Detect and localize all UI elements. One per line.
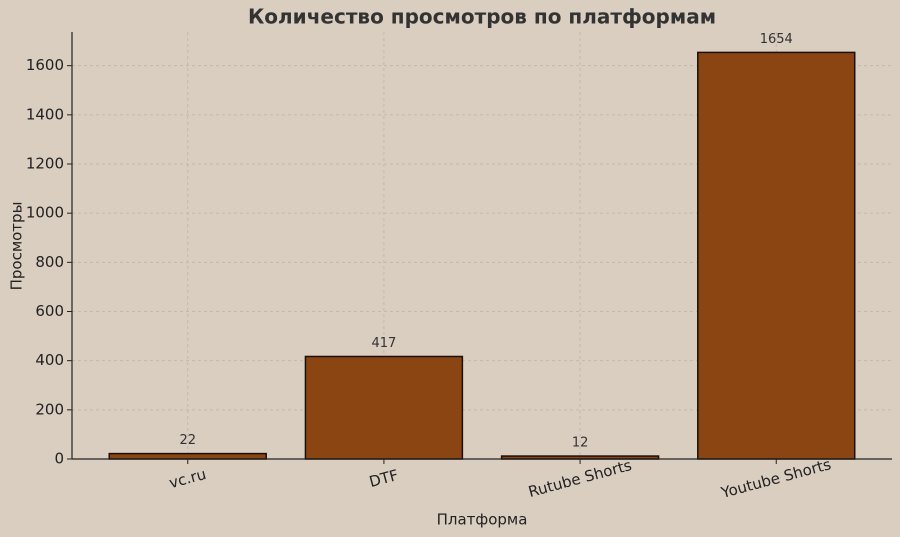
bar bbox=[697, 51, 856, 460]
y-tick-label: 1600 bbox=[26, 56, 64, 74]
y-tick-label: 200 bbox=[35, 400, 64, 418]
x-axis-label: Платформа bbox=[437, 511, 528, 529]
y-tick-label: 0 bbox=[54, 450, 64, 468]
value-label: 417 bbox=[371, 336, 396, 351]
y-tick-label: 1400 bbox=[26, 105, 64, 123]
y-tick-label: 400 bbox=[35, 351, 64, 369]
y-tick-label: 600 bbox=[35, 302, 64, 320]
chart-title: Количество просмотров по платформам bbox=[248, 5, 716, 29]
y-axis-label: Просмотры bbox=[8, 202, 26, 291]
y-tick-label: 800 bbox=[35, 253, 64, 271]
value-label: 22 bbox=[179, 433, 196, 448]
y-tick-label: 1200 bbox=[26, 155, 64, 173]
bar bbox=[108, 452, 267, 460]
y-tick-label: 1000 bbox=[26, 204, 64, 222]
value-label: 12 bbox=[572, 436, 589, 451]
bar bbox=[304, 355, 464, 460]
value-label: 1654 bbox=[760, 32, 793, 47]
